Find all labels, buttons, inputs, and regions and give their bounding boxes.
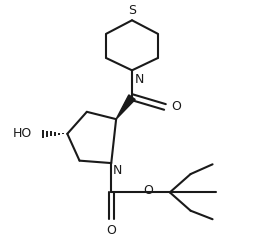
Text: O: O (171, 100, 181, 113)
Text: S: S (128, 4, 136, 17)
Text: HO: HO (13, 126, 32, 140)
Text: N: N (112, 164, 122, 177)
Text: N: N (134, 73, 144, 86)
Polygon shape (116, 95, 135, 119)
Text: O: O (143, 184, 153, 197)
Text: O: O (106, 224, 116, 237)
